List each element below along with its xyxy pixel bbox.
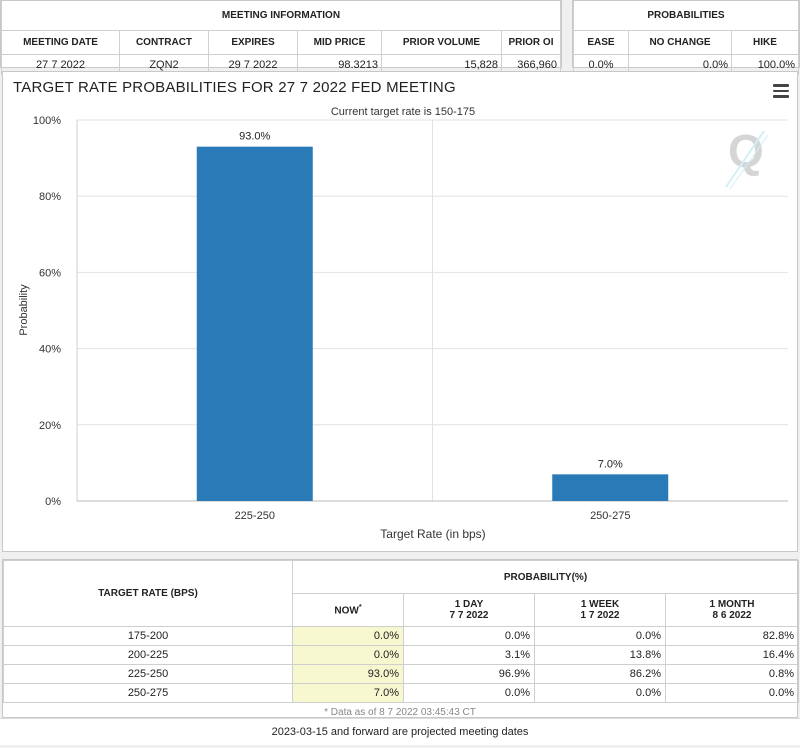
probabilities-panel: PROBABILITIES EASE NO CHANGE HIKE 0.0% 0… [572, 0, 800, 75]
bar-data-label: 7.0% [598, 458, 623, 470]
hike-value: 100.0% [731, 54, 799, 75]
y-tick-label: 40% [39, 344, 61, 356]
column-header-1-day: 1 DAY 7 7 2022 [403, 593, 535, 627]
data-timestamp-footnote: * Data as of 8 7 2022 03:45:43 CT [324, 707, 476, 718]
month-cell: 0.0% [665, 683, 799, 703]
now-cell: 7.0% [292, 683, 404, 703]
column-header-contract: CONTRACT [119, 30, 209, 55]
y-tick-label: 0% [45, 496, 61, 508]
svg-text:Q: Q [728, 125, 764, 177]
week-cell: 86.2% [534, 664, 666, 684]
column-header-now: NOW* [292, 593, 404, 627]
chart-subtitle: Current target rate is 150-175 [331, 106, 475, 118]
chart-panel: TARGET RATE PROBABILITIES FOR 27 7 2022 … [2, 71, 798, 552]
month-cell: 82.8% [665, 626, 799, 646]
day-cell: 0.0% [403, 683, 535, 703]
day-cell: 0.0% [403, 626, 535, 646]
chart-panel-title: TARGET RATE PROBABILITIES FOR 27 7 2022 … [13, 79, 456, 96]
bar-data-label: 93.0% [239, 131, 270, 143]
prior-oi-value: 366,960 [501, 54, 561, 75]
week-cell: 0.0% [534, 683, 666, 703]
y-axis-label: Probability [18, 284, 30, 336]
now-cell: 0.0% [292, 645, 404, 665]
x-tick-label: 225-250 [235, 510, 275, 522]
meeting-information-header: MEETING INFORMATION [1, 1, 561, 31]
hamburger-menu-icon[interactable] [773, 84, 789, 98]
probability-header: PROBABILITY(%) [292, 560, 799, 594]
bar-250-275[interactable] [552, 474, 669, 501]
month-cell: 16.4% [665, 645, 799, 665]
column-header-prior-volume: PRIOR VOLUME [381, 30, 502, 55]
column-header-expires: EXPIRES [208, 30, 298, 55]
rate-cell: 225-250 [3, 664, 293, 684]
y-tick-label: 20% [39, 420, 61, 432]
now-cell: 0.0% [292, 626, 404, 646]
table-row: 175-200 0.0% 0.0% 0.0% 82.8% [3, 626, 799, 646]
week-cell: 0.0% [534, 626, 666, 646]
y-tick-label: 80% [39, 191, 61, 203]
day-cell: 96.9% [403, 664, 535, 684]
table-row: 225-250 93.0% 96.9% 86.2% 0.8% [3, 664, 799, 684]
meeting-information-panel: MEETING INFORMATION MEETING DATE CONTRAC… [0, 0, 562, 75]
x-tick-label: 250-275 [590, 510, 630, 522]
probability-bar-chart: Q Current target rate is 150-175 0% 20% 40… [18, 106, 788, 541]
prior-volume-value: 15,828 [381, 54, 502, 75]
column-header-ease: EASE [573, 30, 629, 55]
probabilities-header: PROBABILITIES [573, 1, 799, 31]
bar-225-250[interactable] [196, 146, 313, 502]
month-cell: 0.8% [665, 664, 799, 684]
probability-table-panel: TARGET RATE (BPS) PROBABILITY(%) NOW* 1 … [2, 559, 799, 718]
column-header-no-change: NO CHANGE [628, 30, 732, 55]
now-cell: 93.0% [292, 664, 404, 684]
column-header-prior-oi: PRIOR OI [501, 30, 561, 55]
x-axis-label: Target Rate (in bps) [380, 527, 485, 541]
column-header-mid-price: MID PRICE [297, 30, 382, 55]
target-rate-header: TARGET RATE (BPS) [3, 560, 293, 627]
week-cell: 13.8% [534, 645, 666, 665]
y-tick-label: 60% [39, 267, 61, 279]
column-header-hike: HIKE [731, 30, 799, 55]
rate-cell: 250-275 [3, 683, 293, 703]
column-header-meeting-date: MEETING DATE [1, 30, 120, 55]
y-tick-label: 100% [33, 115, 61, 127]
projected-dates-note: 2023-03-15 and forward are projected mee… [0, 718, 800, 745]
table-row: 200-225 0.0% 3.1% 13.8% 16.4% [3, 645, 799, 665]
q-logo-icon: Q [725, 125, 769, 190]
rate-cell: 200-225 [3, 645, 293, 665]
rate-cell: 175-200 [3, 626, 293, 646]
table-row: 250-275 7.0% 0.0% 0.0% 0.0% [3, 683, 799, 703]
column-header-1-week: 1 WEEK 1 7 2022 [534, 593, 666, 627]
column-header-1-month: 1 MONTH 8 6 2022 [665, 593, 799, 627]
day-cell: 3.1% [403, 645, 535, 665]
